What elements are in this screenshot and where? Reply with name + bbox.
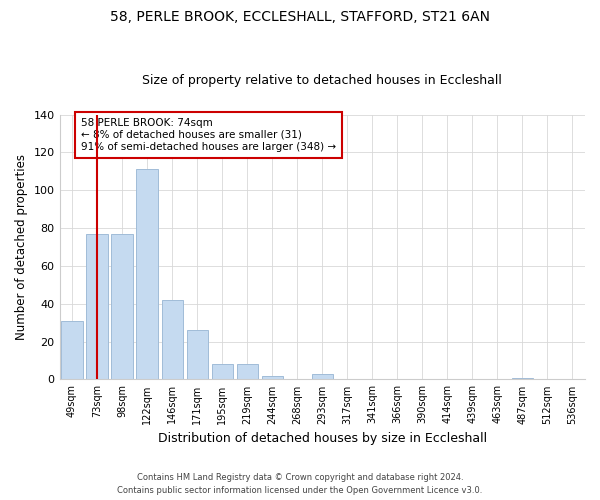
Bar [512, 378, 533, 380]
Y-axis label: Number of detached properties: Number of detached properties [15, 154, 28, 340]
Text: 58, PERLE BROOK, ECCLESHALL, STAFFORD, ST21 6AN: 58, PERLE BROOK, ECCLESHALL, STAFFORD, S… [110, 10, 490, 24]
Text: Contains HM Land Registry data © Crown copyright and database right 2024.
Contai: Contains HM Land Registry data © Crown c… [118, 474, 482, 495]
X-axis label: Distribution of detached houses by size in Eccleshall: Distribution of detached houses by size … [158, 432, 487, 445]
Bar [161, 300, 183, 380]
Bar [262, 376, 283, 380]
Bar [86, 234, 108, 380]
Bar [187, 330, 208, 380]
Title: Size of property relative to detached houses in Eccleshall: Size of property relative to detached ho… [142, 74, 502, 87]
Bar [236, 364, 258, 380]
Bar [136, 170, 158, 380]
Bar [61, 321, 83, 380]
Text: 58 PERLE BROOK: 74sqm
← 8% of detached houses are smaller (31)
91% of semi-detac: 58 PERLE BROOK: 74sqm ← 8% of detached h… [81, 118, 336, 152]
Bar [112, 234, 133, 380]
Bar [311, 374, 333, 380]
Bar [212, 364, 233, 380]
